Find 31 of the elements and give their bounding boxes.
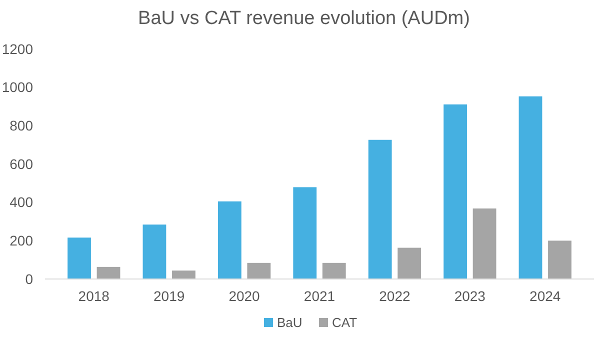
y-tick-label: 1000 <box>2 79 34 96</box>
x-tick-label: 2022 <box>379 288 410 304</box>
y-tick-label: 800 <box>10 118 34 134</box>
x-tick-label: 2024 <box>530 288 561 304</box>
y-tick-label: 1200 <box>2 40 34 57</box>
x-tick-label: 2018 <box>78 288 110 304</box>
bar <box>293 187 317 279</box>
bar <box>398 248 422 279</box>
y-tick-label: 200 <box>10 232 34 249</box>
y-tick-label: 600 <box>10 156 34 172</box>
bar <box>548 240 572 279</box>
bar <box>368 140 392 279</box>
y-tick-label: 0 <box>25 270 34 287</box>
x-tick-label: 2019 <box>154 288 185 304</box>
bar <box>218 201 242 279</box>
x-tick-label: 2021 <box>304 288 336 304</box>
bar <box>472 208 496 279</box>
bar <box>68 238 91 279</box>
y-tick-label: 400 <box>10 194 34 210</box>
bar <box>518 96 542 279</box>
legend-label: BaU <box>277 315 302 330</box>
x-tick-label: 2023 <box>454 288 486 304</box>
legend-label: CAT <box>332 315 358 330</box>
bar <box>96 266 120 279</box>
chart-title: BaU vs CAT revenue evolution (AUDm) <box>138 8 470 29</box>
bar <box>322 262 346 279</box>
x-tick-label: 2020 <box>228 288 260 304</box>
bar <box>247 262 271 279</box>
bar <box>444 104 467 279</box>
bar <box>172 270 196 279</box>
bar <box>142 224 166 279</box>
